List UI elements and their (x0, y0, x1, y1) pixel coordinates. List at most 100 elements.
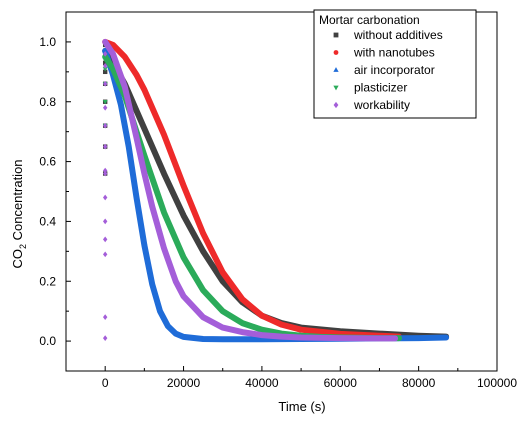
data-point (102, 194, 108, 201)
x-axis-title: Time (s) (278, 399, 325, 414)
data-point (102, 69, 108, 75)
data-point (240, 297, 245, 302)
data-point (377, 335, 382, 342)
legend-items: without additives with nanotubes air incor… (333, 28, 443, 112)
y-tick-label: 0.2 (39, 274, 56, 288)
data-point (200, 288, 206, 293)
data-point (220, 324, 225, 331)
data-point (157, 308, 163, 313)
data-point (338, 335, 343, 341)
y-tick-label: 0.0 (39, 334, 56, 348)
legend-marker (333, 67, 339, 72)
y-tick-label: 0.6 (39, 155, 56, 169)
data-point (102, 60, 108, 66)
data-point (161, 171, 167, 176)
legend-entry: workability (353, 98, 410, 112)
data-point (102, 122, 108, 129)
data-point (141, 242, 147, 248)
data-point (220, 279, 225, 284)
legend-entry: with nanotubes (353, 46, 435, 60)
data-point (259, 313, 265, 318)
data-point (200, 336, 206, 341)
data-point (102, 314, 108, 321)
data-point (165, 323, 171, 328)
data-point (102, 62, 108, 69)
data-point (102, 39, 108, 45)
chart-axes: 0 20000 40000 60000 80000 100000 0.0 0.2 0.4 0.6 0… (39, 11, 517, 390)
data-point (110, 60, 116, 66)
data-point (134, 72, 139, 78)
data-point (150, 203, 155, 210)
data-point (259, 327, 265, 333)
data-point (161, 132, 167, 137)
data-point (279, 322, 284, 327)
legend-entry: without additives (353, 28, 443, 42)
data-point (259, 332, 265, 338)
legend: Mortar carbonation without additiveswith… (313, 9, 477, 119)
data-point (118, 102, 124, 107)
data-point (443, 334, 449, 340)
series-line (102, 38, 402, 340)
data-point (200, 249, 206, 254)
data-point (102, 48, 108, 53)
x-tick-label: 60000 (324, 376, 358, 390)
legend-marker (333, 50, 339, 55)
data-point (102, 218, 108, 225)
data-point (239, 321, 245, 326)
data-point (102, 236, 108, 243)
y-tick-label: 0.4 (39, 214, 56, 228)
data-point (102, 67, 108, 72)
data-point (416, 335, 422, 340)
data-point (134, 134, 139, 141)
data-point (279, 333, 284, 340)
data-point (122, 83, 127, 90)
y-tick-label: 1.0 (39, 35, 56, 49)
data-point (173, 330, 179, 336)
data-point (102, 170, 108, 177)
data-point (142, 170, 147, 177)
legend-marker (333, 32, 339, 38)
data-point (181, 334, 186, 339)
x-tick-label: 0 (102, 376, 109, 390)
data-point (240, 329, 245, 335)
data-point (259, 336, 265, 342)
data-point (102, 80, 108, 87)
data-point (102, 104, 108, 111)
data-point (110, 51, 116, 57)
y-axis-title: CO2 Concentration (10, 159, 28, 268)
data-point (149, 281, 155, 287)
data-point (142, 126, 147, 131)
x-tick-label: 40000 (245, 376, 279, 390)
series-line (102, 38, 399, 342)
data-point (102, 51, 108, 57)
legend-box (313, 9, 477, 119)
y-tick-label: 0.8 (39, 95, 56, 109)
legend-entry: air incorporator (354, 63, 435, 77)
x-tick-label: 20000 (167, 376, 201, 390)
data-point (298, 327, 304, 332)
data-point (142, 87, 147, 92)
data-point (102, 143, 108, 150)
data-point (126, 143, 132, 149)
data-point (110, 42, 116, 48)
series-workability (102, 38, 399, 342)
data-point (392, 335, 398, 342)
legend-marker (333, 101, 339, 109)
data-point (220, 270, 225, 275)
data-point (181, 213, 186, 218)
x-tick-label: 100000 (477, 376, 517, 390)
data-point (102, 55, 108, 60)
data-point (181, 183, 186, 188)
x-tick-label: 80000 (402, 376, 436, 390)
data-point (298, 334, 304, 341)
data-point (181, 293, 186, 300)
data-point (102, 335, 108, 341)
data-point (161, 245, 167, 252)
data-point (134, 108, 139, 113)
data-point (102, 251, 108, 258)
data-point (220, 309, 226, 314)
data-point (220, 336, 226, 342)
data-point (110, 67, 116, 72)
legend-title: Mortar carbonation (319, 13, 420, 27)
data-point (200, 231, 206, 236)
